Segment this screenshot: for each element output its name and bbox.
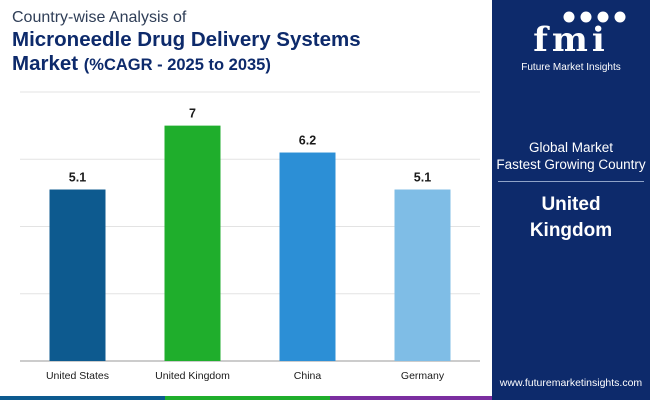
data-label-united-kingdom: 7 xyxy=(189,107,196,121)
chart-title-cagr: (%CAGR - 2025 to 2035) xyxy=(83,56,271,74)
bar-united-kingdom xyxy=(164,125,221,361)
global-market-label: Global Market xyxy=(528,140,614,155)
chart-title-market: Market xyxy=(12,52,79,75)
data-label-germany: 5.1 xyxy=(414,171,431,185)
bar-united-states xyxy=(49,189,106,361)
side-panel: fmi Future Market Insights Global Market… xyxy=(492,0,650,400)
logo-icons xyxy=(563,11,626,23)
x-tick-label-germany: Germany xyxy=(401,370,445,382)
bar-chart: 5.1 United States 7 United Kingdom 6.2 China 5… xyxy=(20,91,480,382)
chart-title-block: Country-wise Analysis of Microneedle Dru… xyxy=(12,8,482,77)
fastest-growing-label: Fastest Growing Country xyxy=(496,157,646,172)
website-link[interactable]: www.futuremarketinsights.com xyxy=(499,377,643,389)
logo-dot-icon-2 xyxy=(580,11,592,23)
country-line1: United xyxy=(541,194,601,215)
footer-bar-segment-2 xyxy=(165,396,330,400)
logo-dot-icon-3 xyxy=(597,11,609,23)
footer-bar-segment-1 xyxy=(0,396,165,400)
bar-china xyxy=(279,152,336,361)
data-label-china: 6.2 xyxy=(299,134,316,148)
bar-germany xyxy=(394,189,451,361)
logo-dot-icon-4 xyxy=(614,11,626,23)
x-tick-label-united-states: United States xyxy=(46,370,109,382)
chart-title-line1: Microneedle Drug Delivery Systems xyxy=(12,28,361,51)
country-line2: Kingdom xyxy=(529,220,613,241)
logo-dot-icon-1 xyxy=(563,11,575,23)
footer-bar-segment-3 xyxy=(330,396,492,400)
logo-wordmark: fmi xyxy=(533,20,609,60)
fastest-country-name: United Kingdom xyxy=(492,192,650,244)
panel-divider xyxy=(498,181,644,182)
chart-subtitle: Country-wise Analysis of xyxy=(12,9,187,26)
chart-area: 5.1 United States 7 United Kingdom 6.2 China 5… xyxy=(20,91,480,382)
fmi-logo: fmi Future Market Insights xyxy=(492,6,650,76)
chart-title-line2: Market (%CAGR - 2025 to 2035) xyxy=(12,52,482,77)
x-tick-label-china: China xyxy=(294,370,322,382)
logo-tagline: Future Market Insights xyxy=(521,62,621,73)
x-tick-label-united-kingdom: United Kingdom xyxy=(155,370,230,382)
data-label-united-states: 5.1 xyxy=(69,171,86,185)
